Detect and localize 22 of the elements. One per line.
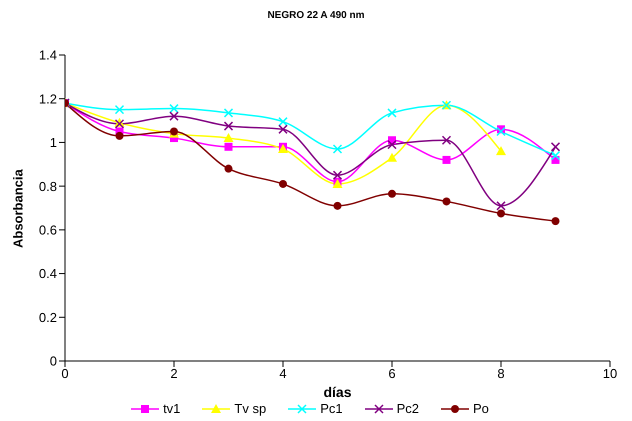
y-tick-label: 1.2 xyxy=(38,91,57,106)
legend-label: tv1 xyxy=(163,401,180,416)
x-axis-title: días xyxy=(323,384,352,400)
x-tick-label: 8 xyxy=(497,366,505,382)
x-tick-label: 2 xyxy=(170,366,178,382)
y-tick-label: 0.4 xyxy=(38,266,57,282)
x-tick-label: 4 xyxy=(279,366,287,382)
x-tick-label: 0 xyxy=(61,366,69,382)
legend-label: Pc2 xyxy=(396,401,420,416)
legend-label: Po xyxy=(473,401,489,416)
y-tick-label: 1 xyxy=(50,135,57,150)
legend-label: Tv sp xyxy=(234,401,266,416)
y-tick-label: 1.4 xyxy=(38,48,57,63)
x-tick-label: 10 xyxy=(602,366,618,382)
y-tick-label: 0.2 xyxy=(38,310,57,325)
x-tick-label: 6 xyxy=(388,366,396,382)
y-tick-label: 0 xyxy=(50,354,57,369)
y-tick-label: 0.8 xyxy=(38,178,57,194)
chart-title: NEGRO 22 A 490 nm xyxy=(266,10,366,21)
legend-label: Pc1 xyxy=(320,401,343,416)
y-tick-label: 0.6 xyxy=(38,222,57,238)
y-axis-title: Absorbancia xyxy=(10,168,26,248)
